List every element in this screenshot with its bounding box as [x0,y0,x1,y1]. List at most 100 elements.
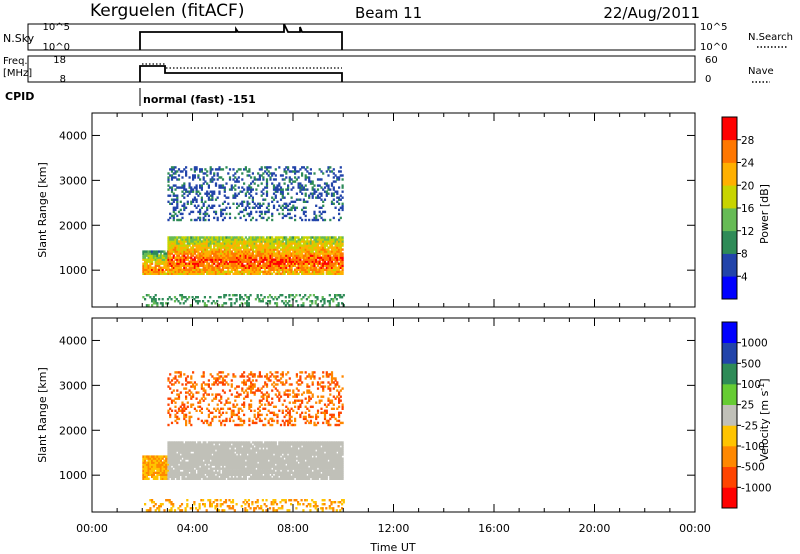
data-cell [186,469,189,472]
data-cell [269,172,272,175]
data-cell [193,196,196,199]
data-cell [328,304,331,307]
data-cell [260,473,263,476]
data-cell [232,194,235,197]
data-cell [209,473,212,476]
data-cell [211,194,214,197]
data-cell [276,256,279,259]
data-cell [320,236,323,239]
data-cell [232,451,235,454]
data-cell [260,242,263,245]
data-cell [169,449,172,452]
data-cell [316,242,320,245]
data-cell [246,202,249,205]
data-cell [225,471,228,474]
data-cell [227,172,230,175]
data-cell [176,240,179,243]
data-cell [200,170,203,173]
data-cell [185,465,188,468]
data-cell [221,443,225,446]
data-cell [288,254,291,257]
data-cell [338,240,341,243]
data-cell [305,298,308,301]
data-cell [276,447,279,450]
data-cell [159,250,162,253]
data-cell [281,294,284,297]
data-cell [223,475,226,478]
data-cell [176,477,179,480]
data-cell [332,264,335,267]
data-cell [224,302,228,305]
data-cell [177,256,181,259]
data-cell [234,188,237,191]
data-cell [244,463,247,466]
data-cell [290,264,293,267]
data-cell [227,262,230,265]
data-cell [195,453,198,456]
data-cell [253,272,256,275]
data-cell [276,459,279,462]
data-region [167,166,344,222]
data-cell [206,471,209,474]
data-cell [304,252,307,255]
data-cell [216,449,219,452]
nave-trace [142,63,342,69]
data-cell [297,184,300,187]
data-cell [251,449,254,452]
data-cell [179,443,182,446]
data-cell [246,268,249,271]
data-cell [339,238,342,241]
data-cell [186,445,189,448]
data-cell [169,445,172,448]
data-cell [311,236,314,239]
data-cell [334,244,337,247]
data-cell [236,266,239,269]
data-cell [248,206,251,209]
data-cell [260,451,263,454]
data-cell [241,238,244,241]
data-cell [329,461,332,464]
data-cell [170,455,174,458]
data-cell [272,463,276,466]
data-cell [281,196,284,199]
data-cell [290,467,293,470]
data-cell [311,465,314,468]
data-cell [323,298,326,301]
data-cell [144,467,147,470]
data-cell [260,254,263,257]
data-cell [221,463,225,466]
data-cell [318,475,321,478]
data-cell [320,457,323,460]
data-cell [330,238,334,241]
data-cell [283,196,286,199]
data-cell [177,455,181,458]
data-cell [302,445,305,448]
data-cell [274,471,277,474]
data-cell [244,467,247,470]
data-cell [318,272,321,275]
data-cell [232,469,235,472]
data-cell [172,443,175,446]
data-cell [308,260,311,263]
data-cell [341,238,344,241]
data-cell [322,457,325,460]
data-cell [213,457,216,460]
data-cell [292,206,295,209]
data-cell [207,266,210,269]
data-cell [272,475,276,478]
data-cell [204,250,207,253]
data-cell [179,465,182,468]
data-cell [227,445,230,448]
data-cell [147,463,150,466]
data-cell [258,465,261,468]
data-cell [145,266,148,269]
data-cell [221,252,225,255]
data-cell [244,240,247,243]
data-cell [267,447,270,450]
data-cell [308,254,311,257]
data-cell [302,248,305,251]
data-cell [225,246,228,249]
data-cell [207,473,210,476]
data-cell [246,246,249,249]
data-cell [306,272,309,275]
